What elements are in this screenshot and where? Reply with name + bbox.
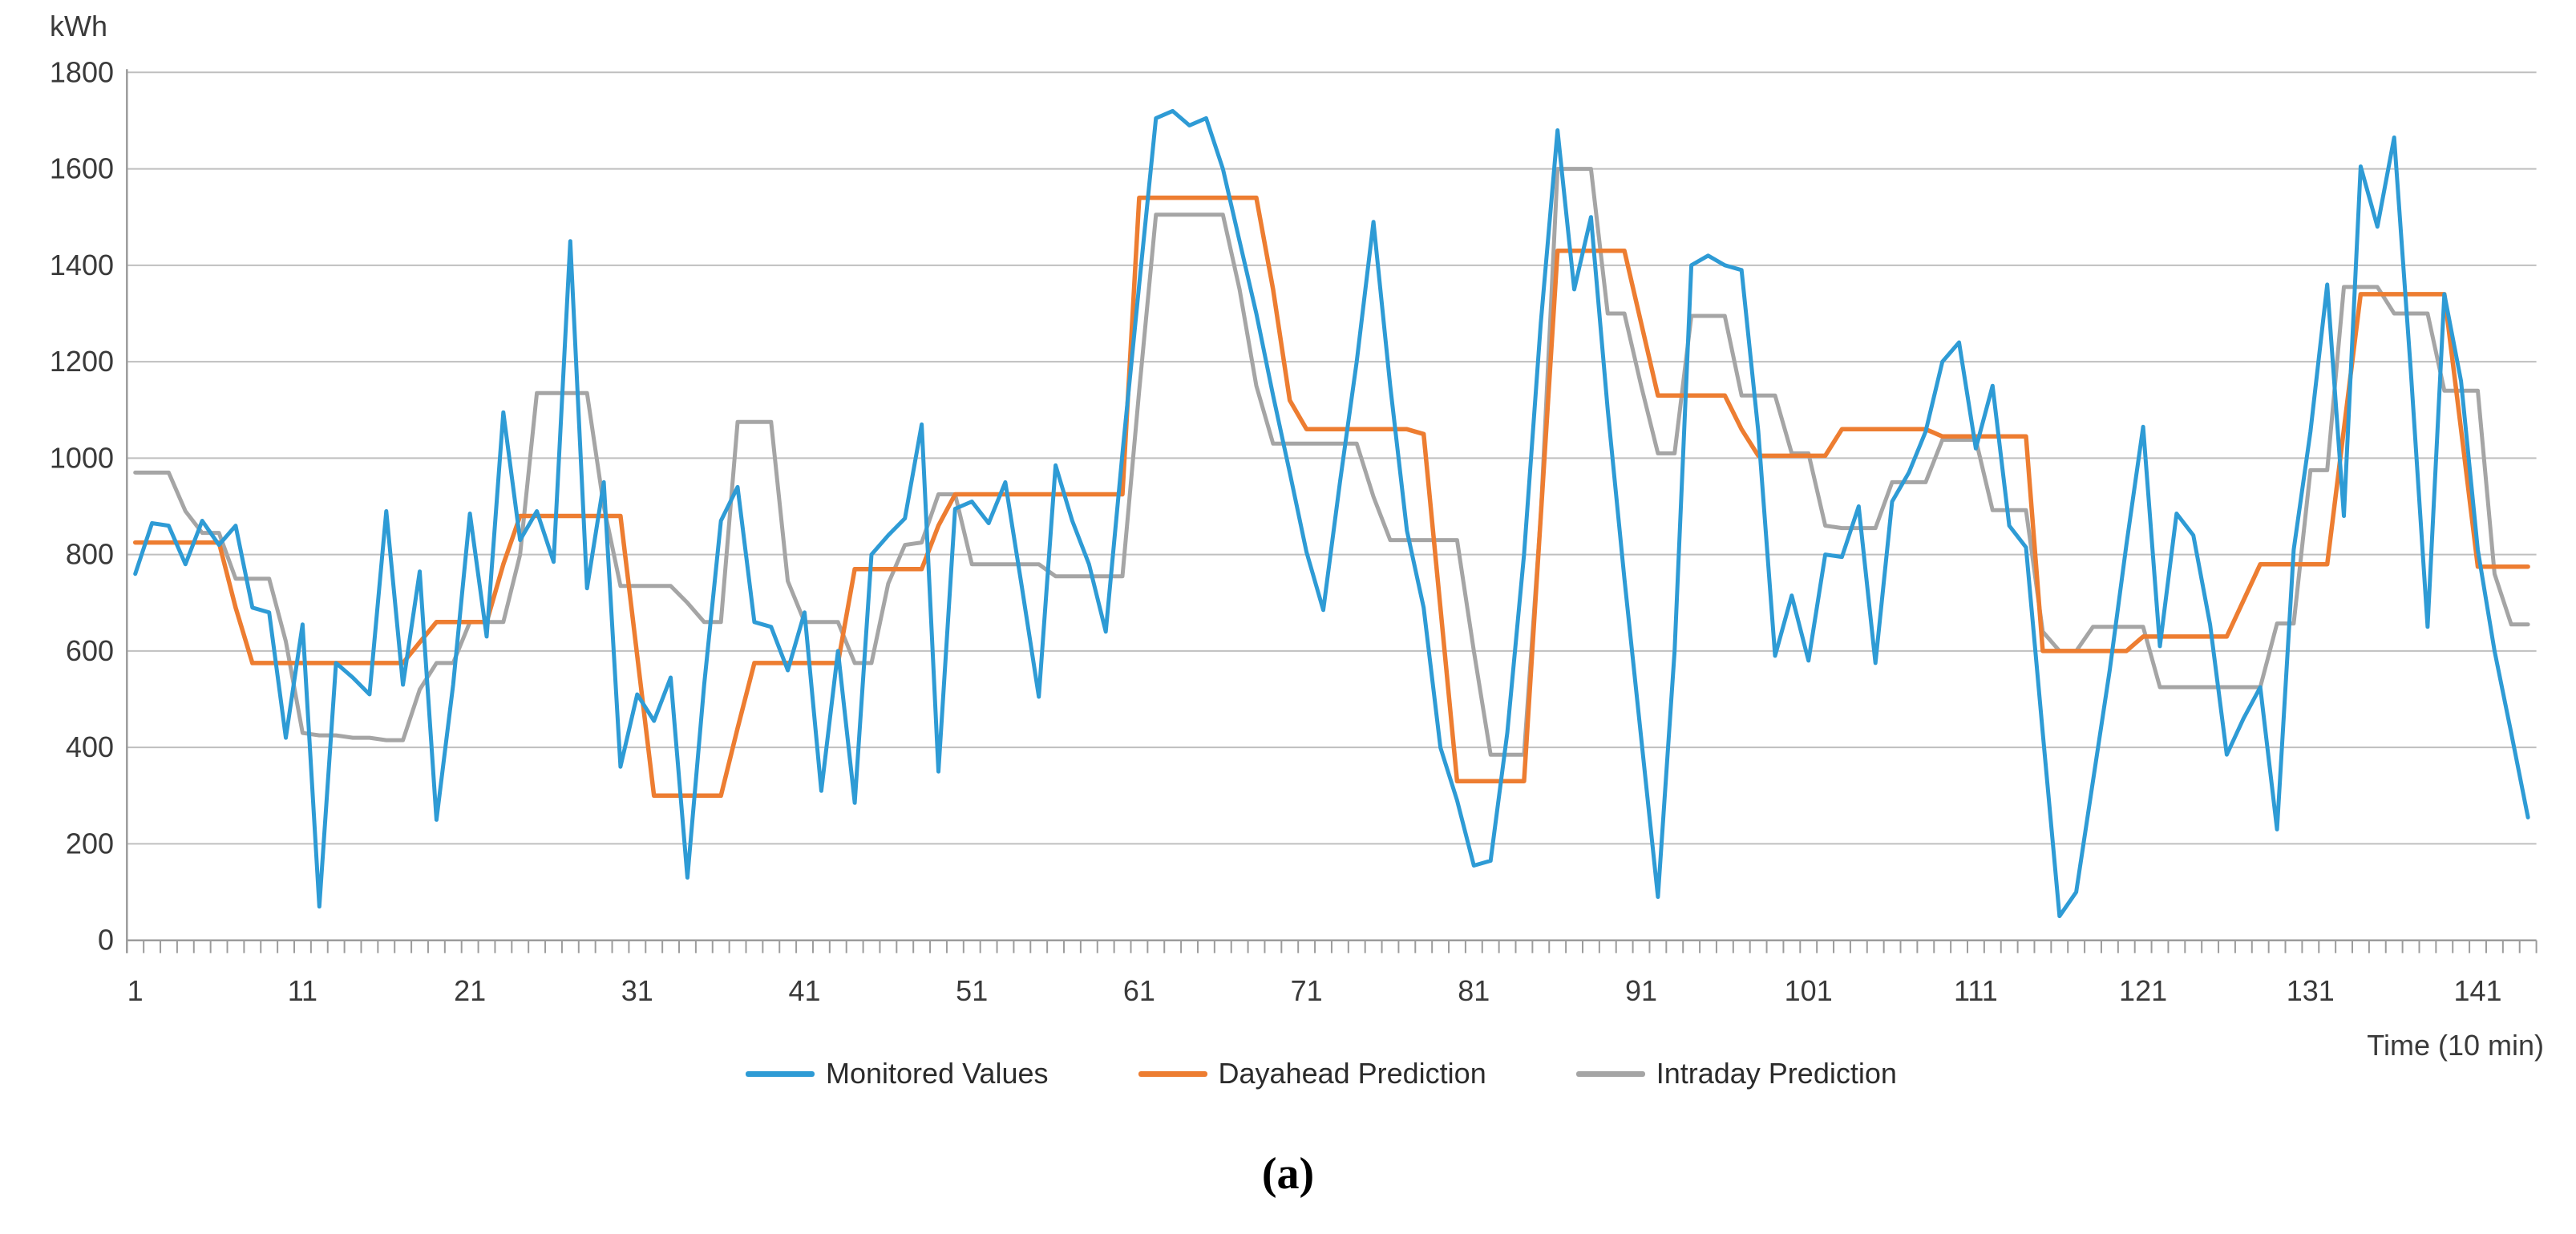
svg-text:71: 71 (1291, 974, 1323, 1007)
legend-label-dayahead: Dayahead Prediction (1218, 1057, 1486, 1090)
svg-text:61: 61 (1123, 974, 1155, 1007)
svg-text:200: 200 (66, 827, 114, 860)
legend-item-intraday[interactable]: Intraday Prediction (1575, 1057, 1897, 1090)
series-monitored-values (133, 108, 2530, 919)
dayahead-line-swatch-icon (1138, 1070, 1207, 1077)
svg-text:1800: 1800 (50, 55, 114, 88)
svg-text:131: 131 (2287, 974, 2335, 1007)
gridlines (127, 71, 2537, 941)
svg-text:11: 11 (288, 974, 317, 1007)
series-dayahead-prediction (132, 195, 2530, 799)
svg-text:51: 51 (956, 974, 988, 1007)
svg-text:0: 0 (98, 924, 114, 957)
x-axis-labels: 1 11 21 31 41 51 61 71 81 91 101 111 121 131 141 (127, 974, 2502, 1007)
legend-item-monitored[interactable]: Monitored Values (746, 1057, 1049, 1090)
svg-text:41: 41 (788, 974, 820, 1007)
legend-label-intraday: Intraday Prediction (1656, 1057, 1897, 1090)
x-axis-title: Time (10 min) (2367, 1029, 2544, 1062)
svg-text:81: 81 (1458, 974, 1490, 1007)
svg-text:1000: 1000 (50, 441, 114, 474)
svg-text:91: 91 (1625, 974, 1657, 1007)
svg-text:21: 21 (454, 974, 486, 1007)
svg-text:800: 800 (66, 538, 114, 571)
figure-caption: (a) (1261, 1149, 1315, 1199)
svg-text:111: 111 (1954, 974, 1998, 1007)
y-axis-labels: 0 200 400 600 800 1000 1200 1400 1600 1800 (50, 55, 114, 956)
svg-text:400: 400 (66, 730, 114, 763)
svg-text:600: 600 (66, 634, 114, 667)
x-axis-ticks (126, 940, 2538, 953)
svg-text:1200: 1200 (50, 345, 114, 378)
monitored-line-swatch-icon (746, 1070, 815, 1077)
y-axis-unit-label: kWh (50, 10, 107, 42)
chart-legend: Monitored Values Dayahead Prediction Int… (746, 1057, 1897, 1090)
svg-text:101: 101 (1785, 974, 1833, 1007)
svg-text:31: 31 (621, 974, 653, 1007)
svg-text:141: 141 (2453, 974, 2501, 1007)
legend-item-dayahead[interactable]: Dayahead Prediction (1138, 1057, 1486, 1090)
intraday-line-swatch-icon (1575, 1070, 1645, 1077)
legend-label-monitored: Monitored Values (826, 1057, 1049, 1090)
svg-text:1600: 1600 (50, 152, 114, 185)
svg-text:121: 121 (2119, 974, 2167, 1007)
series-intraday-prediction (133, 167, 2530, 757)
svg-text:1400: 1400 (50, 249, 114, 281)
svg-text:1: 1 (127, 974, 144, 1007)
